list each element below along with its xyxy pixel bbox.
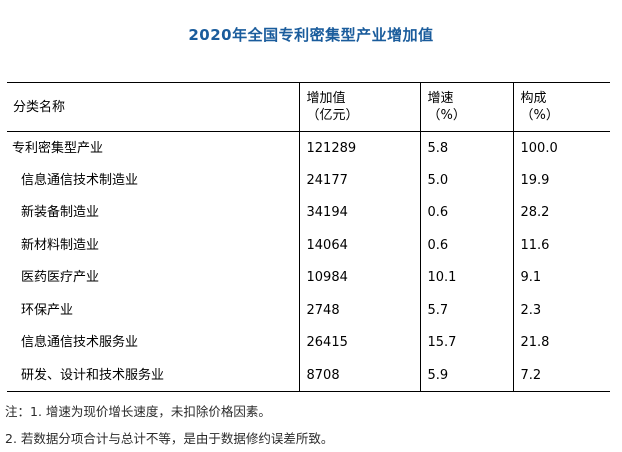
- row-growth: 0.6: [420, 229, 514, 262]
- row-value: 121289: [299, 131, 421, 164]
- header-value: 增加值 （亿元）: [299, 82, 421, 132]
- row-share: 9.1: [520, 270, 542, 286]
- row-growth: 5.8: [420, 131, 514, 164]
- row-label: 信息通信技术服务业: [7, 326, 300, 359]
- row-growth: 0.6: [420, 196, 514, 229]
- header-growth: 增速 （%）: [420, 82, 514, 132]
- table-row: 医药医疗产业 10984 10.1 9.1: [7, 261, 610, 294]
- row-label: 信息通信技术制造业: [7, 164, 300, 197]
- header-share-line2: （%）: [520, 108, 559, 123]
- row-label: 新材料制造业: [7, 229, 300, 262]
- header-share-line1: 构成: [520, 91, 547, 106]
- table-row: 新材料制造业 14064 0.6 11.6: [7, 229, 610, 262]
- row-share: 100.0: [520, 140, 558, 156]
- row-value: 26415: [299, 326, 421, 359]
- row-share: 28.2: [520, 205, 550, 221]
- row-share: 21.8: [520, 335, 550, 351]
- row-share: 11.6: [520, 237, 550, 253]
- header-value-line1: 增加值: [306, 91, 346, 106]
- patent-industry-table: 分类名称 增加值 （亿元） 增速 （%） 构成 （%） 专利密集型产业 1212…: [7, 82, 610, 392]
- table-row: 专利密集型产业 121289 5.8 100.0: [7, 131, 610, 164]
- header-growth-line1: 增速: [427, 91, 454, 106]
- row-value: 10984: [299, 261, 421, 294]
- table-row: 研发、设计和技术服务业 8708 5.9 7.2: [7, 359, 610, 392]
- row-value: 8708: [299, 359, 421, 392]
- row-value: 34194: [299, 196, 421, 229]
- header-row: 分类名称 增加值 （亿元） 增速 （%） 构成 （%）: [7, 82, 610, 132]
- row-value: 14064: [299, 229, 421, 262]
- row-share: 2.3: [520, 302, 542, 318]
- row-label: 医药医疗产业: [7, 261, 300, 294]
- footnote-2: 2. 若数据分项合计与总计不等，是由于数据修约误差所致。: [5, 431, 334, 446]
- row-growth: 5.0: [420, 164, 514, 197]
- header-growth-line2: （%）: [427, 108, 466, 123]
- row-growth: 10.1: [420, 261, 514, 294]
- table-row: 环保产业 2748 5.7 2.3: [7, 294, 610, 327]
- footnotes: 注：1. 增速为现价增长速度，未扣除价格因素。 2. 若数据分项合计与总计不等，…: [5, 398, 333, 452]
- table-header: 分类名称 增加值 （亿元） 增速 （%） 构成 （%）: [7, 82, 610, 132]
- header-category: 分类名称: [7, 82, 300, 132]
- table-row: 信息通信技术服务业 26415 15.7 21.8: [7, 326, 610, 359]
- table-row: 新装备制造业 34194 0.6 28.2: [7, 196, 610, 229]
- header-share: 构成 （%）: [513, 82, 610, 132]
- row-share: 7.2: [520, 367, 542, 383]
- page-title: 2020年全国专利密集型产业增加值: [188, 26, 434, 44]
- footnote-1: 注：1. 增速为现价增长速度，未扣除价格因素。: [5, 404, 271, 419]
- row-label: 研发、设计和技术服务业: [7, 359, 300, 392]
- table-row: 信息通信技术制造业 24177 5.0 19.9: [7, 164, 610, 197]
- row-growth: 15.7: [420, 326, 514, 359]
- row-growth: 5.7: [420, 294, 514, 327]
- row-label: 新装备制造业: [7, 196, 300, 229]
- table-body: 专利密集型产业 121289 5.8 100.0 信息通信技术制造业 24177…: [7, 131, 610, 392]
- row-growth: 5.9: [420, 359, 514, 392]
- row-value: 24177: [299, 164, 421, 197]
- row-value: 2748: [299, 294, 421, 327]
- row-label: 专利密集型产业: [7, 131, 300, 164]
- row-share: 19.9: [520, 172, 550, 188]
- header-value-line2: （亿元）: [306, 108, 359, 123]
- row-label: 环保产业: [7, 294, 300, 327]
